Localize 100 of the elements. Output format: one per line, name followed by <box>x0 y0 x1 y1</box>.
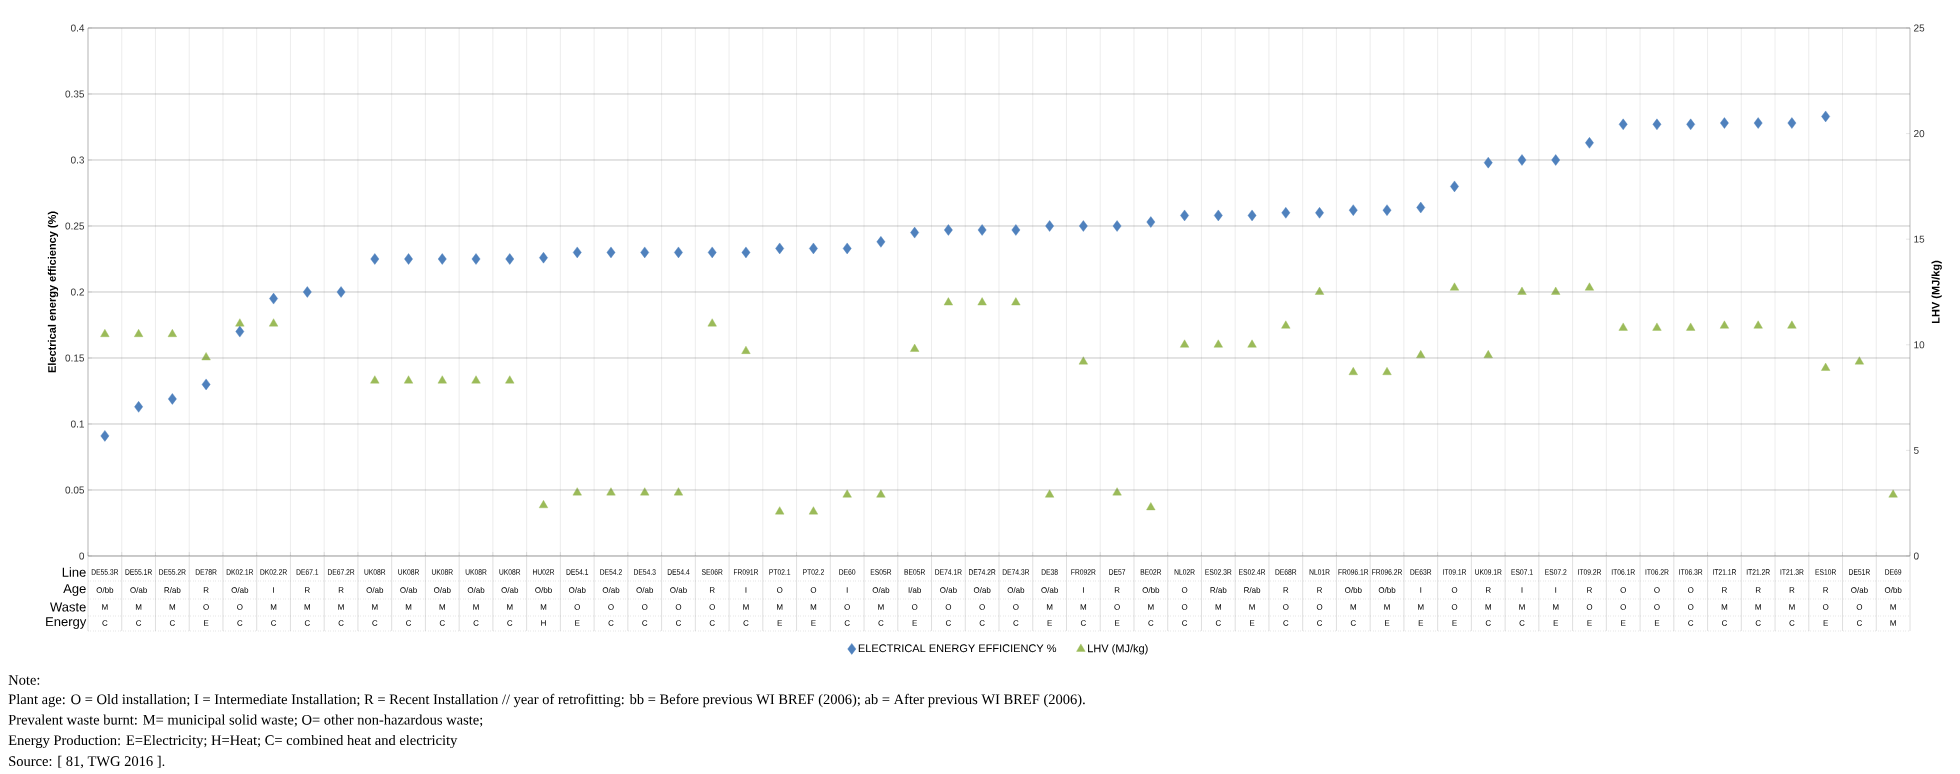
point <box>505 253 515 265</box>
text: C <box>237 620 243 626</box>
point <box>1348 367 1358 375</box>
y-tick-label: 0.25 <box>65 222 85 230</box>
x-tick-label: HU02R <box>533 569 555 575</box>
text: E <box>1823 620 1828 626</box>
y2-tick-label: 25 <box>1914 24 1925 32</box>
text: C <box>1317 620 1323 626</box>
point <box>707 246 717 259</box>
text: C <box>608 620 614 626</box>
point <box>1045 220 1054 232</box>
text: C <box>372 620 378 626</box>
text: O/bb <box>1884 587 1902 593</box>
text: R <box>1755 587 1761 593</box>
text: C <box>1182 620 1188 626</box>
text: M <box>1553 604 1559 610</box>
y-tick-label: 0.15 <box>65 354 85 362</box>
text: M <box>777 604 783 610</box>
text: O/ab <box>366 587 384 593</box>
point <box>235 325 245 338</box>
text: E <box>204 620 209 626</box>
x-tick-label: FR096.1R <box>1338 569 1369 575</box>
text: O <box>844 604 850 610</box>
text: O/bb <box>1378 587 1396 593</box>
point <box>1652 118 1662 131</box>
text: O <box>1181 604 1188 610</box>
x-tick-label: DE67.2R <box>327 569 355 575</box>
point <box>168 393 177 405</box>
text: C <box>1080 620 1086 626</box>
text: E <box>1047 620 1052 626</box>
text: O <box>810 587 817 593</box>
text: R <box>1486 587 1491 593</box>
x-tick-label: DE51R <box>1849 569 1870 575</box>
point <box>1315 207 1324 219</box>
x-tick-label: ES07.2 <box>1545 569 1567 575</box>
text: O <box>1586 604 1593 610</box>
text: C <box>136 620 142 626</box>
point <box>1888 489 1898 498</box>
text: M <box>1249 604 1255 610</box>
text: O <box>1451 604 1458 610</box>
text: O <box>1856 604 1863 610</box>
point <box>235 318 245 327</box>
text: O/ab <box>1851 587 1868 593</box>
point <box>336 286 346 298</box>
x-tick-label: NL01R <box>1309 569 1330 575</box>
text: O/ab <box>568 587 586 593</box>
text: H <box>541 620 546 626</box>
point <box>1449 282 1460 291</box>
text: O/ab <box>1041 587 1058 593</box>
text: R <box>1283 587 1289 593</box>
x-tick-label: ES07.1 <box>1511 569 1533 575</box>
text: C <box>406 620 412 626</box>
point <box>538 500 549 509</box>
x-tick-label: DE55.1R <box>125 569 152 575</box>
text: R <box>338 587 344 593</box>
text: O/ab <box>973 587 991 593</box>
text: O <box>1620 604 1626 610</box>
text: O/bb <box>1345 587 1362 593</box>
text: C <box>1283 620 1289 626</box>
legend-label: LHV (MJ/kg) <box>1088 644 1148 655</box>
point <box>1348 204 1358 216</box>
point <box>1618 322 1628 331</box>
point <box>673 487 683 496</box>
x-tick-label: IT21.2R <box>1746 569 1770 575</box>
text: R <box>305 587 310 593</box>
text: M <box>1755 604 1761 610</box>
text: C <box>878 620 884 626</box>
text: M <box>507 604 513 610</box>
x-tick-label: DE54.4 <box>667 569 690 575</box>
text: R/ab <box>1210 587 1227 593</box>
x-tick-label: IT09.1R <box>1443 569 1467 575</box>
x-tick-label: BE05R <box>904 569 925 575</box>
text: O <box>1316 604 1323 610</box>
point <box>741 345 751 354</box>
text: R <box>709 587 715 593</box>
y-tick-label: 0.1 <box>70 420 84 428</box>
x-tick-label: ES05R <box>870 569 892 575</box>
point <box>1045 489 1055 498</box>
point <box>1382 367 1392 375</box>
text: C <box>1350 620 1356 626</box>
point <box>370 253 380 265</box>
x-tick-label: DE74.1R <box>935 569 962 575</box>
point <box>1213 339 1223 348</box>
x-tick-label: SE06R <box>701 569 723 575</box>
x-tick-label: IT21.1R <box>1713 569 1737 575</box>
x-tick-label: IT09.2R <box>1578 569 1602 575</box>
text: M <box>1384 604 1390 610</box>
point <box>1315 286 1325 295</box>
text: E <box>912 620 917 626</box>
text: O/ab <box>467 587 485 593</box>
point <box>1112 220 1122 232</box>
text: O <box>945 604 952 610</box>
text: O/ab <box>231 587 249 593</box>
text: C <box>844 620 850 626</box>
x-tick-label: ES02.3R <box>1205 569 1232 575</box>
point <box>269 318 279 327</box>
text: C <box>169 620 175 626</box>
point <box>1551 286 1561 295</box>
point <box>100 430 110 442</box>
x-tick-label: DE60 <box>839 569 856 575</box>
